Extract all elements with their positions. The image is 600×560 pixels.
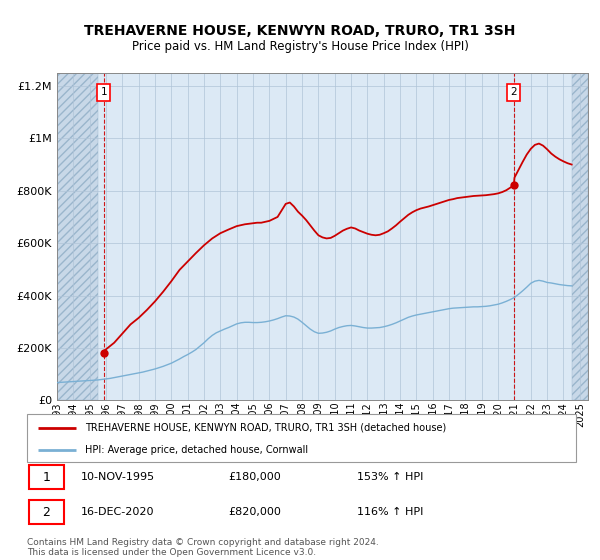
Text: Contains HM Land Registry data © Crown copyright and database right 2024.
This d: Contains HM Land Registry data © Crown c… — [27, 538, 379, 557]
Text: 116% ↑ HPI: 116% ↑ HPI — [357, 507, 424, 517]
Text: 10-NOV-1995: 10-NOV-1995 — [81, 472, 155, 482]
Text: TREHAVERNE HOUSE, KENWYN ROAD, TRURO, TR1 3SH (detached house): TREHAVERNE HOUSE, KENWYN ROAD, TRURO, TR… — [85, 423, 446, 433]
Text: Price paid vs. HM Land Registry's House Price Index (HPI): Price paid vs. HM Land Registry's House … — [131, 40, 469, 53]
Text: TREHAVERNE HOUSE, KENWYN ROAD, TRURO, TR1 3SH: TREHAVERNE HOUSE, KENWYN ROAD, TRURO, TR… — [85, 24, 515, 38]
Bar — [57, 73, 98, 400]
Text: £180,000: £180,000 — [228, 472, 281, 482]
Text: £820,000: £820,000 — [228, 507, 281, 517]
Text: HPI: Average price, detached house, Cornwall: HPI: Average price, detached house, Corn… — [85, 445, 308, 455]
Text: 16-DEC-2020: 16-DEC-2020 — [81, 507, 155, 517]
Text: 2: 2 — [511, 87, 517, 97]
Text: 1: 1 — [101, 87, 107, 97]
Bar — [572, 73, 588, 400]
Text: 2: 2 — [43, 506, 50, 519]
Text: 1: 1 — [43, 470, 50, 484]
Text: 153% ↑ HPI: 153% ↑ HPI — [357, 472, 424, 482]
